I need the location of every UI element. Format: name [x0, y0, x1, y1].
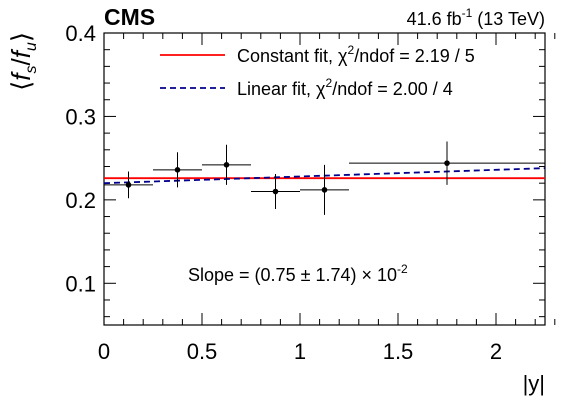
x-tick-label: 2 — [490, 339, 502, 364]
data-point — [300, 164, 349, 215]
x-tick-label: 1.5 — [383, 339, 414, 364]
legend-constant-label: Constant fit, χ2/ndof = 2.19 / 5 — [237, 43, 475, 66]
y-tick-label: 0.2 — [65, 188, 96, 213]
y-tick-labels: 0.1 0.2 0.3 0.4 — [65, 21, 96, 296]
legend: Constant fit, χ2/ndof = 2.19 / 5 Linear … — [160, 43, 475, 99]
cms-label: CMS — [104, 4, 155, 30]
x-tick-labels: 0 0.5 1 1.5 2 — [98, 339, 502, 364]
x-tick-label: 0.5 — [187, 339, 218, 364]
slope-annotation: Slope = (0.75 ± 1.74) × 10-2 — [188, 262, 408, 285]
data-point — [349, 141, 545, 185]
data-point — [104, 171, 153, 199]
y-axis-title: ⟨fs/fu⟩ — [6, 32, 40, 91]
point-marker — [444, 160, 450, 166]
y-tick-label: 0.3 — [65, 104, 96, 129]
x-tick-label: 1 — [294, 339, 306, 364]
y-tick-label: 0.1 — [65, 271, 96, 296]
axis-ticks — [103, 32, 556, 325]
data-point — [251, 173, 300, 210]
data-point — [202, 144, 251, 185]
point-marker — [321, 187, 328, 193]
x-tick-label: 0 — [98, 339, 110, 364]
y-tick-label: 0.4 — [65, 21, 96, 46]
data-point — [153, 152, 202, 188]
lumi-label: 41.6 fb-1 (13 TeV) — [407, 6, 545, 29]
data-points — [104, 141, 545, 215]
point-marker — [125, 182, 132, 188]
point-marker — [223, 162, 230, 168]
point-marker — [272, 188, 279, 195]
point-marker — [174, 167, 181, 173]
x-axis-title: |y| — [523, 371, 545, 396]
legend-linear-label: Linear fit, χ2/ndof = 2.00 / 4 — [237, 76, 453, 99]
